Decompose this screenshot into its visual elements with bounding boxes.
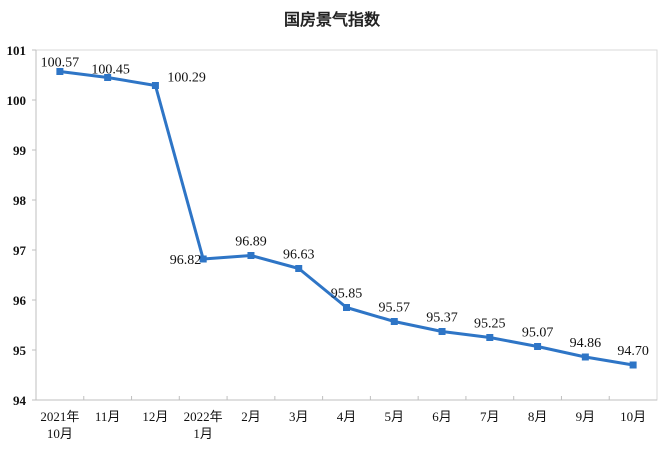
y-tick-label: 101 — [7, 43, 27, 58]
y-tick-label: 100 — [7, 93, 27, 108]
series-line — [59, 70, 634, 367]
x-tick-label: 2021年 — [40, 409, 79, 424]
x-tick-label: 3月 — [289, 409, 309, 424]
x-tick-label: 4月 — [337, 409, 357, 424]
y-tick-label: 98 — [13, 193, 27, 208]
y-tick-label: 95 — [13, 343, 27, 358]
data-point — [247, 252, 255, 259]
data-point — [390, 318, 398, 325]
data-label: 96.89 — [235, 235, 267, 250]
x-tick-label: 9月 — [576, 409, 596, 424]
data-label: 96.82 — [170, 253, 202, 268]
x-tick-label: 7月 — [480, 409, 500, 424]
data-label: 95.07 — [522, 326, 554, 341]
data-point — [534, 343, 542, 350]
data-label: 100.29 — [167, 71, 206, 86]
y-tick-label: 97 — [13, 243, 27, 258]
data-label: 95.85 — [331, 287, 363, 302]
x-tick-label: 5月 — [385, 409, 405, 424]
data-point — [438, 328, 446, 335]
chart-title: 国房景气指数 — [283, 10, 380, 29]
data-label: 96.63 — [283, 248, 315, 263]
data-point — [486, 334, 494, 341]
data-point — [104, 74, 112, 81]
x-tick-label: 8月 — [528, 409, 548, 424]
data-label: 95.25 — [474, 317, 506, 332]
x-tick-label: 2月 — [241, 409, 261, 424]
data-label: 94.70 — [617, 344, 649, 359]
data-point — [295, 265, 303, 272]
plot-border — [35, 49, 658, 401]
data-label: 94.86 — [570, 336, 602, 351]
data-point — [151, 82, 159, 89]
y-tick-label: 96 — [13, 293, 27, 308]
data-point — [56, 68, 64, 75]
y-tick-label: 99 — [13, 143, 27, 158]
data-point — [629, 361, 637, 369]
x-tick-label: 1月 — [193, 426, 213, 441]
data-point — [199, 255, 207, 263]
data-point — [581, 353, 589, 361]
data-point — [343, 304, 350, 311]
x-tick-label: 2022年 — [184, 409, 223, 424]
x-tick-label: 6月 — [432, 409, 452, 424]
data-label: 95.57 — [379, 301, 411, 316]
x-tick-label: 10月 — [47, 426, 73, 441]
x-tick-label: 10月 — [620, 409, 646, 424]
y-tick-label: 94 — [13, 393, 27, 408]
x-tick-label: 11月 — [95, 409, 121, 424]
data-label: 100.45 — [91, 63, 130, 78]
x-tick-label: 12月 — [142, 409, 168, 424]
data-label: 95.37 — [426, 311, 458, 326]
data-label: 100.57 — [41, 56, 80, 71]
